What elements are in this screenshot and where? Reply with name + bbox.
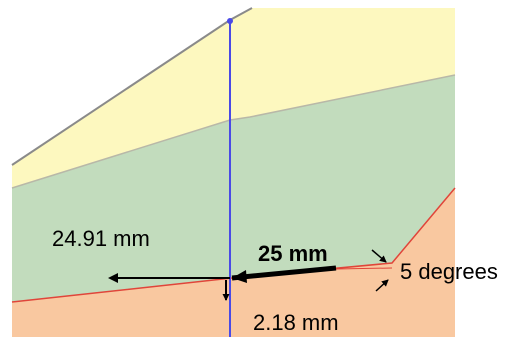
yellow-region (12, 8, 455, 188)
angle-label: 5 degrees (400, 259, 498, 284)
blue-endpoint-marker (227, 18, 233, 24)
angle-reference-line (335, 267, 393, 270)
length-line (231, 265, 337, 281)
horizontal-offset-label: 24.91 mm (52, 226, 150, 251)
vertical-offset-label: 2.18 mm (253, 310, 339, 335)
length-arrowhead (232, 270, 247, 283)
angle-arrow-top (371, 249, 387, 263)
angle-arrow-bottom (375, 279, 389, 292)
length-label: 25 mm (258, 241, 328, 266)
green-region (12, 75, 455, 302)
region-boundary-line (11, 74, 456, 189)
orange-region (12, 188, 455, 337)
outside-region (12, 0, 252, 165)
